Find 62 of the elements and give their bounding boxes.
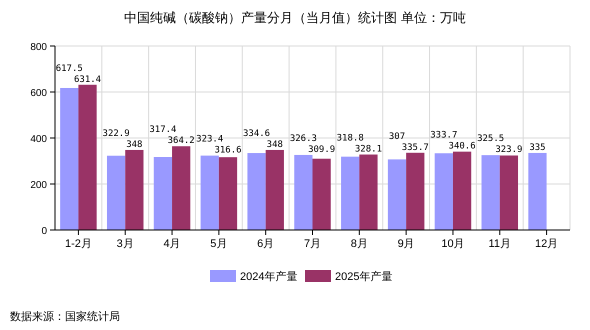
data-label: 318.8 [336, 134, 364, 144]
bar [434, 153, 453, 230]
bar [312, 158, 331, 230]
y-tick-label: 600 [30, 88, 48, 99]
x-tick-label: 3月 [116, 238, 134, 250]
x-tick-label: 11月 [488, 238, 511, 250]
x-tick-label: 10月 [441, 238, 465, 250]
data-label: 617.5 [56, 64, 83, 74]
bar [452, 152, 472, 230]
bar [172, 146, 190, 230]
bar [406, 152, 424, 230]
data-label: 364.2 [168, 136, 195, 146]
bar [106, 156, 126, 230]
x-tick-label: 5月 [210, 238, 228, 250]
bar [500, 156, 518, 230]
data-label: 317.4 [149, 125, 176, 136]
data-label: 334.6 [243, 128, 270, 139]
y-tick-label: 0 [41, 226, 48, 237]
data-label: 323.9 [495, 145, 522, 156]
data-label: 335 [529, 142, 546, 153]
x-tick-label: 12月 [534, 238, 558, 250]
bar [78, 84, 97, 230]
data-label: 326.3 [290, 134, 317, 144]
data-label: 631.4 [74, 74, 102, 85]
bar [341, 156, 360, 230]
source-note: 数据来源：国家统计局 [10, 310, 120, 323]
data-label: 348 [266, 140, 283, 150]
bar [60, 88, 78, 230]
data-label: 309.9 [308, 144, 336, 155]
bar [482, 155, 500, 230]
y-tick-label: 800 [30, 42, 48, 53]
bar [247, 153, 266, 230]
bar [266, 150, 284, 230]
x-tick-label: 7月 [304, 238, 322, 250]
data-label: 307 [388, 132, 406, 142]
bar [154, 157, 172, 230]
x-tick-label: 1-2月 [64, 238, 92, 250]
y-tick-label: 200 [30, 180, 48, 191]
data-label: 328.1 [354, 144, 382, 155]
legend-label: 2024年产量 [240, 270, 298, 283]
chart-title: 中国纯碱（碳酸钠）产量分月（当月值）统计图 单位：万吨 [124, 10, 466, 25]
bar [294, 154, 312, 230]
bar [200, 156, 219, 230]
data-label: 323.4 [196, 134, 224, 145]
x-tick-label: 4月 [163, 238, 181, 250]
data-label: 335.7 [402, 142, 429, 153]
data-label: 348 [126, 140, 142, 150]
x-tick-label: 9月 [398, 238, 415, 250]
x-tick-label: 6月 [257, 238, 274, 250]
bar [125, 150, 144, 230]
data-label: 316.6 [214, 146, 242, 156]
bar [528, 152, 547, 230]
data-label: 325.5 [477, 134, 504, 144]
x-tick-label: 8月 [350, 238, 368, 250]
data-label: 340.6 [448, 142, 476, 152]
y-tick-label: 400 [30, 134, 48, 145]
data-label: 322.9 [102, 128, 130, 139]
data-label: 333.7 [430, 130, 458, 141]
bar [218, 157, 238, 230]
legend-label: 2025年产量 [335, 270, 392, 283]
bar [388, 159, 406, 230]
bar [359, 154, 378, 230]
